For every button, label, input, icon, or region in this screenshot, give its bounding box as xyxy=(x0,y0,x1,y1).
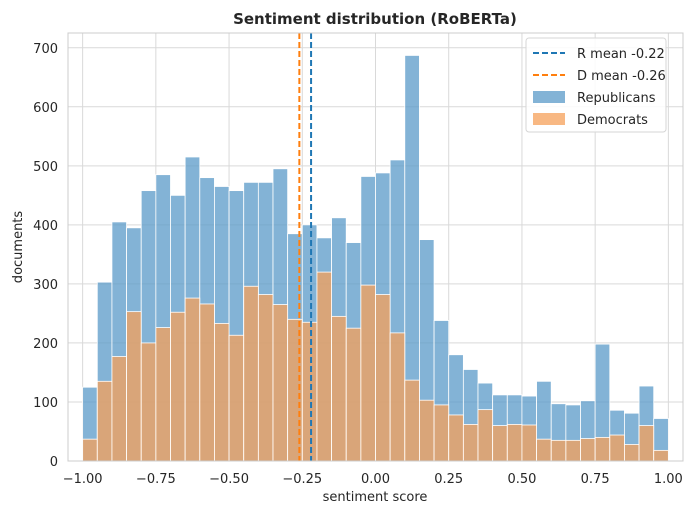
democrats-bar xyxy=(580,438,596,462)
democrats-bar xyxy=(170,311,186,462)
democrats-bar xyxy=(184,297,201,462)
y-axis-label: documents xyxy=(11,211,26,284)
democrats-bar xyxy=(360,284,376,462)
democrats-bar xyxy=(565,439,581,462)
x-tick-label: 0.00 xyxy=(361,472,390,487)
democrats-bar xyxy=(301,321,318,462)
democrats-bar xyxy=(594,436,611,462)
x-tick-label: 0.75 xyxy=(581,472,610,487)
democrats-bar xyxy=(345,327,362,462)
y-tick-label: 500 xyxy=(33,160,58,175)
legend: R mean -0.22 D mean -0.26 Republicans De… xyxy=(525,37,667,133)
democrats-bar xyxy=(638,425,655,462)
y-tick-label: 0 xyxy=(50,455,58,470)
y-tick-label: 600 xyxy=(33,101,58,116)
democrats-bar xyxy=(126,311,142,462)
y-tick-label: 400 xyxy=(33,219,58,234)
democrats-bar xyxy=(609,434,625,462)
democrats-bar xyxy=(331,315,347,462)
legend-label-democrats: Democrats xyxy=(577,113,648,128)
y-tick-label: 200 xyxy=(33,337,58,352)
x-tick-label: −0.75 xyxy=(136,472,176,487)
democrats-bars xyxy=(82,271,669,462)
mean-lines xyxy=(298,33,313,461)
democrats-bar xyxy=(536,438,552,462)
democrats-bar xyxy=(140,342,157,462)
x-tick-label: 0.25 xyxy=(434,472,463,487)
y-tick-label: 700 xyxy=(33,42,58,57)
x-tick-label: −0.50 xyxy=(209,472,249,487)
democrats-bar xyxy=(199,303,215,462)
x-tick-label: −0.25 xyxy=(282,472,322,487)
legend-label-republicans: Republicans xyxy=(577,91,656,106)
democrats-bar xyxy=(155,327,171,462)
plot-frame xyxy=(67,32,684,462)
x-tick-labels: −1.00 −0.75 −0.50 −0.25 0.00 0.25 0.50 0.75 1.00 xyxy=(63,472,683,487)
democrats-bar xyxy=(448,414,464,462)
democrats-bar xyxy=(433,404,450,462)
legend-box xyxy=(525,37,667,133)
chart-title: Sentiment distribution (RoBERTa) xyxy=(233,10,517,28)
democrats-bar xyxy=(550,439,567,462)
democrats-bar xyxy=(243,285,259,462)
democrats-bar xyxy=(506,423,523,462)
democrats-bar xyxy=(389,332,406,462)
x-axis-label: sentiment score xyxy=(323,490,428,505)
democrats-bar xyxy=(492,425,508,462)
x-tick-label: −1.00 xyxy=(63,472,103,487)
democrats-bar xyxy=(272,304,289,462)
democrats-bar xyxy=(82,438,98,462)
democrats-bar xyxy=(375,294,391,462)
legend-label-d-mean: D mean -0.26 xyxy=(577,69,666,84)
democrats-bar xyxy=(111,356,127,462)
democrats-bar xyxy=(404,379,420,462)
democrats-bar xyxy=(214,323,230,462)
x-tick-label: 1.00 xyxy=(654,472,683,487)
democrats-bar xyxy=(521,424,537,462)
legend-swatch-republicans xyxy=(533,91,565,103)
democrats-bar xyxy=(624,444,640,462)
democrats-bar xyxy=(653,449,669,462)
legend-label-r-mean: R mean -0.22 xyxy=(577,47,665,62)
democrats-bar xyxy=(257,294,274,462)
legend-swatch-democrats xyxy=(533,113,565,125)
x-tick-label: 0.50 xyxy=(507,472,536,487)
democrats-bar xyxy=(228,334,245,462)
democrats-bar xyxy=(462,423,479,462)
democrats-bar xyxy=(316,271,332,462)
y-tick-label: 300 xyxy=(33,278,58,293)
democrats-bar xyxy=(419,399,435,462)
democrats-bar xyxy=(96,380,113,462)
y-tick-label: 100 xyxy=(33,396,58,411)
democrats-bar xyxy=(477,409,494,462)
y-tick-labels: 0 100 200 300 400 500 600 700 xyxy=(33,42,58,470)
